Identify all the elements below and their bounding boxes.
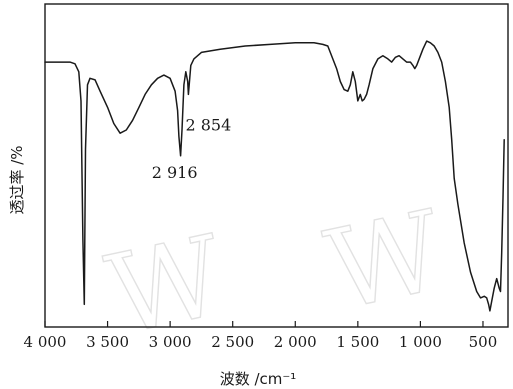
y-axis-title: 透过率 /% xyxy=(8,145,26,214)
x-axis-ticks: 4 000 3 500 3 000 2 500 2 000 1 500 1 000 500 xyxy=(24,321,498,351)
watermark: W W xyxy=(96,186,454,361)
svg-text:W: W xyxy=(316,186,453,335)
x-tick-label: 3 000 xyxy=(149,333,192,351)
spectrum-line xyxy=(44,40,505,312)
peak-label: 2 916 xyxy=(152,163,198,182)
x-tick-label: 2 500 xyxy=(211,333,254,351)
peak-annotations: 2 854 2 916 xyxy=(152,115,232,181)
peak-label: 2 854 xyxy=(185,115,231,134)
x-tick-label: 3 500 xyxy=(86,333,129,351)
x-axis-title: 波数 /cm⁻¹ xyxy=(220,370,297,388)
x-tick-label: 4 000 xyxy=(24,333,67,351)
plot-frame xyxy=(44,3,509,328)
x-tick-label: 1 000 xyxy=(399,333,442,351)
x-tick-label: 1 500 xyxy=(336,333,379,351)
svg-text:W: W xyxy=(97,211,234,360)
x-tick-label: 2 000 xyxy=(274,333,317,351)
x-tick-label: 500 xyxy=(469,333,498,351)
